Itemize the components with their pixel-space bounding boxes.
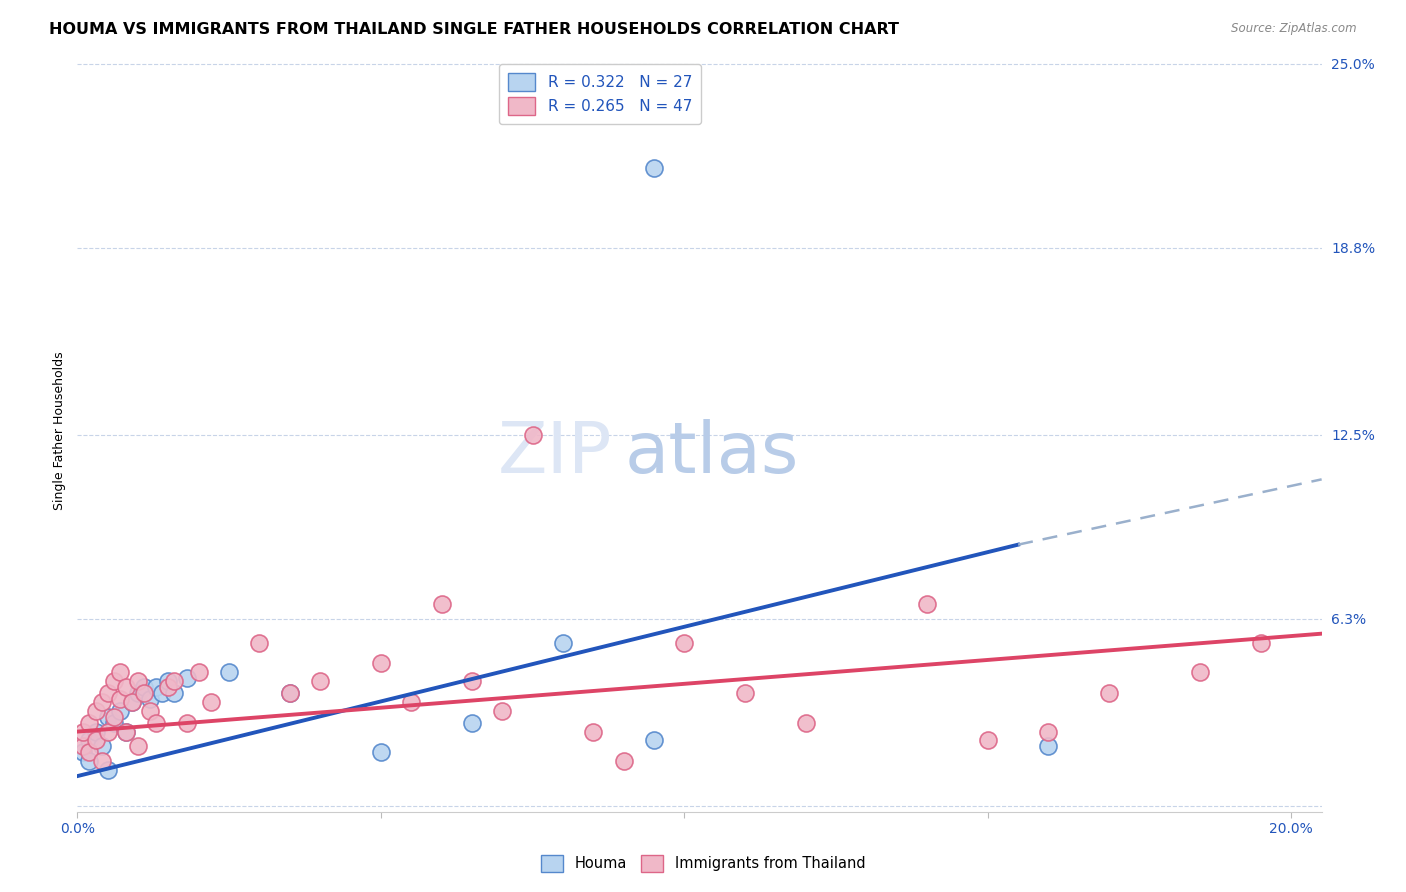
Point — [139, 692, 162, 706]
Point — [145, 715, 167, 730]
Legend: Houma, Immigrants from Thailand: Houma, Immigrants from Thailand — [534, 849, 872, 878]
Text: Source: ZipAtlas.com: Source: ZipAtlas.com — [1232, 22, 1357, 36]
Point — [157, 680, 180, 694]
Point — [430, 597, 453, 611]
Text: HOUMA VS IMMIGRANTS FROM THAILAND SINGLE FATHER HOUSEHOLDS CORRELATION CHART: HOUMA VS IMMIGRANTS FROM THAILAND SINGLE… — [49, 22, 900, 37]
Point — [108, 692, 131, 706]
Point — [132, 686, 155, 700]
Point — [103, 674, 125, 689]
Point — [139, 704, 162, 718]
Point — [132, 680, 155, 694]
Point — [79, 754, 101, 768]
Point — [977, 733, 1000, 747]
Point — [1098, 686, 1121, 700]
Point — [278, 686, 301, 700]
Point — [915, 597, 938, 611]
Point — [121, 695, 143, 709]
Point — [176, 671, 198, 685]
Point — [103, 710, 125, 724]
Point — [97, 763, 120, 777]
Point — [613, 754, 636, 768]
Point — [97, 724, 120, 739]
Point — [103, 715, 125, 730]
Point — [97, 686, 120, 700]
Point — [97, 710, 120, 724]
Legend: R = 0.322   N = 27, R = 0.265   N = 47: R = 0.322 N = 27, R = 0.265 N = 47 — [499, 64, 702, 124]
Point — [108, 665, 131, 680]
Point — [673, 635, 696, 649]
Point — [370, 657, 392, 671]
Point — [163, 686, 186, 700]
Text: atlas: atlas — [624, 418, 799, 488]
Point — [278, 686, 301, 700]
Point — [399, 695, 422, 709]
Point — [115, 680, 138, 694]
Point — [794, 715, 817, 730]
Point — [176, 715, 198, 730]
Point — [370, 745, 392, 759]
Point — [108, 704, 131, 718]
Point — [84, 733, 107, 747]
Point — [72, 745, 94, 759]
Text: ZIP: ZIP — [498, 418, 613, 488]
Point — [187, 665, 209, 680]
Point — [157, 674, 180, 689]
Point — [461, 715, 484, 730]
Point — [127, 686, 149, 700]
Point — [121, 695, 143, 709]
Point — [1189, 665, 1212, 680]
Point — [163, 674, 186, 689]
Point — [582, 724, 605, 739]
Point — [90, 695, 112, 709]
Point — [72, 739, 94, 754]
Point — [79, 715, 101, 730]
Point — [461, 674, 484, 689]
Point — [90, 754, 112, 768]
Point — [1038, 739, 1060, 754]
Point — [643, 161, 665, 175]
Point — [522, 427, 544, 442]
Point — [309, 674, 332, 689]
Point — [79, 733, 101, 747]
Point — [1250, 635, 1272, 649]
Point — [115, 724, 138, 739]
Point — [79, 745, 101, 759]
Point — [84, 724, 107, 739]
Point — [150, 686, 173, 700]
Point — [145, 680, 167, 694]
Point — [127, 674, 149, 689]
Point — [200, 695, 222, 709]
Point — [218, 665, 240, 680]
Y-axis label: Single Father Households: Single Father Households — [53, 351, 66, 509]
Point — [491, 704, 513, 718]
Point — [1038, 724, 1060, 739]
Point — [90, 739, 112, 754]
Point — [551, 635, 574, 649]
Point — [249, 635, 271, 649]
Point — [84, 704, 107, 718]
Point — [643, 733, 665, 747]
Point — [72, 724, 94, 739]
Point — [734, 686, 756, 700]
Point — [127, 739, 149, 754]
Point — [115, 724, 138, 739]
